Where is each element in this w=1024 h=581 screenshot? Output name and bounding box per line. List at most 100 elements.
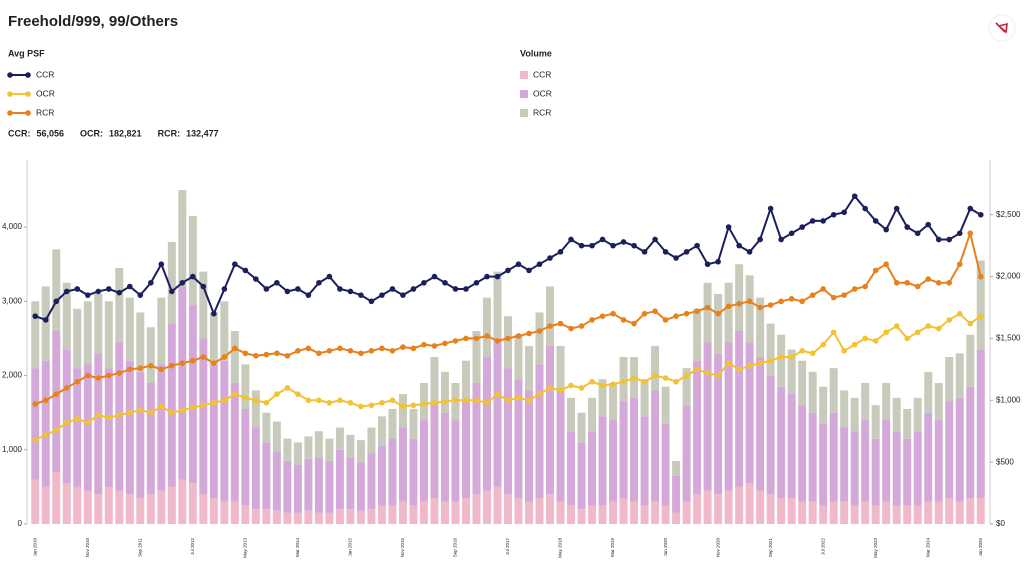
bar-segment (693, 360, 702, 495)
bar-segment (178, 286, 187, 480)
bar-segment (703, 490, 712, 524)
bar-segment (861, 382, 870, 421)
line-point (904, 224, 911, 230)
bar-segment (146, 327, 155, 383)
bar-segment (609, 382, 618, 421)
x-tick-label: Nov 2015 (400, 538, 405, 558)
bar-segment (609, 501, 618, 524)
line-point (116, 370, 123, 376)
line-point (515, 333, 522, 339)
line-point (127, 409, 133, 416)
line-point (946, 317, 953, 323)
bar-segment (850, 505, 859, 524)
line-point (200, 402, 207, 409)
bar-segment (924, 501, 933, 524)
bar-segment (808, 371, 817, 413)
bar-segment (188, 483, 197, 524)
bar-segment (945, 357, 954, 402)
line-point (410, 402, 417, 409)
line-point (809, 292, 816, 298)
line-point (200, 283, 207, 290)
x-tick-label: Jul 2022 (820, 538, 825, 556)
bar-segment (640, 416, 649, 506)
line-point (42, 432, 49, 438)
bar-segment (472, 331, 481, 383)
line-point (400, 403, 406, 410)
summary-value: 56,056 (37, 128, 65, 138)
line-point (284, 385, 291, 391)
bar-segment (976, 349, 985, 499)
bar-segment (787, 498, 796, 524)
x-tick-label: Jul 2012 (190, 538, 195, 556)
line-point (442, 398, 448, 405)
bar-segment (451, 501, 460, 524)
legend-label: CCR (533, 69, 551, 79)
bar-segment (798, 360, 807, 406)
bar-segment (209, 364, 218, 499)
bar-segment (756, 490, 765, 524)
line-point (704, 261, 711, 268)
legend-swatch (520, 109, 528, 117)
x-tick-label: Mar 2019 (610, 538, 615, 558)
line-point (799, 224, 805, 230)
bar-segment (493, 486, 502, 524)
bar-segment (220, 301, 229, 361)
line-point (295, 286, 301, 292)
bar-segment (167, 486, 176, 524)
bar-segment (115, 490, 124, 524)
bar-segment (588, 431, 597, 506)
line-point (977, 273, 984, 280)
bar-segment (955, 501, 964, 524)
legend-dot (7, 72, 13, 78)
line-point (799, 348, 805, 354)
y-tick-label: 3,000 (2, 296, 23, 305)
line-point (820, 341, 826, 348)
bar-segment (693, 494, 702, 524)
bar-segment (104, 486, 113, 524)
bar-segment (430, 357, 439, 402)
line-point (452, 397, 459, 404)
line-point (95, 288, 102, 295)
line-point (935, 279, 942, 286)
line-point (400, 344, 406, 350)
bar-segment (241, 408, 250, 506)
bar-segment (766, 494, 775, 524)
bar-segment (577, 509, 586, 524)
bar-segment (83, 364, 92, 491)
bar-segment (724, 490, 733, 524)
bar-segment (335, 449, 344, 510)
button-icon[interactable] (995, 22, 1008, 34)
line-point (725, 224, 732, 230)
bar-segment (850, 397, 859, 432)
bar-segment (398, 427, 407, 502)
line-point (862, 283, 868, 290)
bar-segment (640, 379, 649, 417)
bar-segment (903, 438, 912, 506)
bar-segment (934, 501, 943, 524)
line-point (809, 218, 816, 224)
y2-tick-label: $500 (996, 457, 1014, 466)
bar-segment (966, 498, 975, 524)
bar-segment (388, 505, 397, 524)
line-point (221, 397, 228, 404)
line-point (830, 329, 837, 336)
line-point (305, 397, 312, 404)
bar-segment (871, 505, 880, 524)
line-point (295, 348, 301, 354)
line-point (610, 310, 616, 317)
line-point (284, 352, 291, 359)
summary-label: OCR: (80, 128, 103, 138)
bar-segment (283, 460, 292, 513)
bar-segment (556, 345, 565, 391)
line-point (757, 236, 763, 243)
line-point (883, 261, 889, 268)
bar-segment (31, 368, 40, 480)
line-point (316, 350, 322, 357)
line-point (547, 255, 553, 261)
bar-segment (504, 316, 512, 369)
bar-segment (976, 498, 985, 524)
export-button[interactable] (988, 14, 1016, 42)
line-point (326, 348, 333, 354)
bar-segment (272, 451, 281, 511)
line-point (536, 261, 543, 268)
